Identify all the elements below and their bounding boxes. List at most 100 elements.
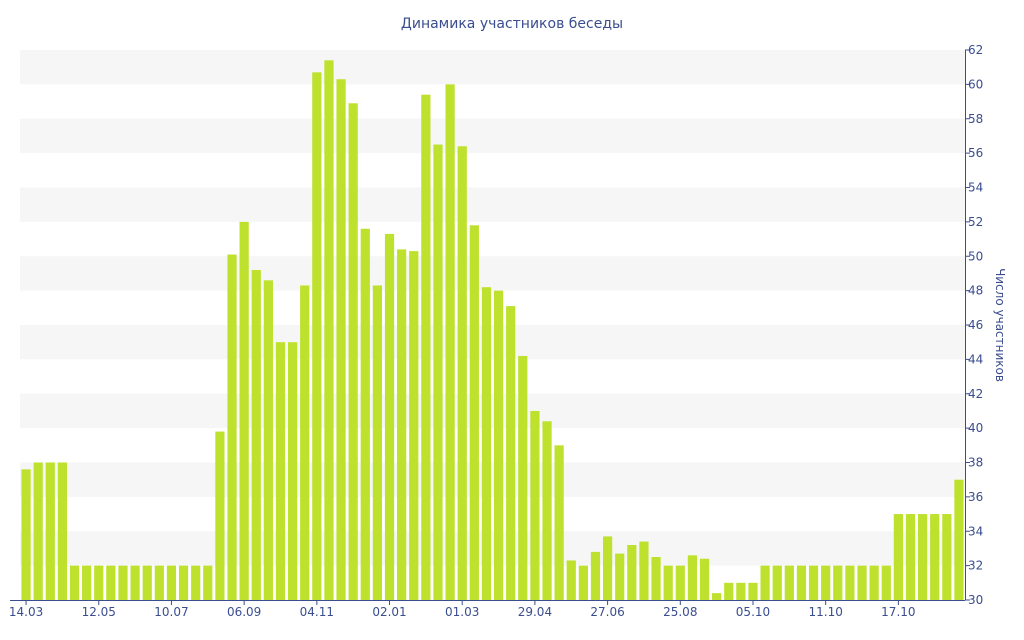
background-bands bbox=[20, 50, 965, 566]
bar bbox=[542, 421, 552, 600]
y-tick-label: 48 bbox=[968, 284, 983, 298]
x-tick-label: 27.06 bbox=[590, 605, 624, 619]
y-tick-label: 56 bbox=[968, 146, 983, 160]
bar bbox=[736, 582, 746, 600]
bar bbox=[336, 79, 346, 601]
bar bbox=[493, 290, 504, 601]
bar bbox=[627, 545, 637, 600]
bar bbox=[675, 565, 685, 601]
bar bbox=[905, 514, 916, 600]
bar bbox=[178, 565, 189, 601]
bar bbox=[82, 565, 92, 601]
grid-band bbox=[20, 462, 965, 497]
bar bbox=[263, 280, 273, 600]
y-tick-label: 54 bbox=[968, 181, 983, 195]
grid-band bbox=[20, 187, 965, 222]
bar bbox=[554, 445, 564, 600]
grid-band bbox=[20, 325, 965, 360]
bar bbox=[397, 249, 407, 601]
bar bbox=[566, 560, 576, 600]
x-tick-label: 04.11 bbox=[300, 605, 334, 619]
bar bbox=[45, 462, 55, 600]
bar bbox=[760, 565, 770, 601]
bar bbox=[518, 355, 528, 600]
bar bbox=[360, 228, 370, 600]
bar bbox=[857, 565, 867, 601]
bar bbox=[663, 565, 673, 601]
bar bbox=[421, 94, 431, 600]
x-tick-label: 06.09 bbox=[227, 605, 261, 619]
x-tick-label: 05.10 bbox=[736, 605, 770, 619]
bar bbox=[615, 553, 625, 600]
bar bbox=[227, 254, 237, 600]
bar bbox=[203, 565, 213, 601]
bar bbox=[869, 565, 879, 601]
bar bbox=[917, 514, 928, 600]
bar bbox=[312, 72, 322, 601]
bar bbox=[590, 551, 601, 601]
x-tick-label: 10.07 bbox=[154, 605, 188, 619]
bar bbox=[106, 565, 116, 601]
bar bbox=[651, 557, 661, 600]
y-tick-label: 36 bbox=[968, 490, 983, 504]
bar bbox=[324, 60, 334, 601]
bar bbox=[457, 146, 467, 600]
bar bbox=[821, 565, 831, 601]
bar bbox=[445, 84, 455, 601]
bar bbox=[602, 536, 613, 600]
bar bbox=[275, 342, 286, 600]
bar bbox=[118, 565, 128, 601]
y-tick-label: 62 bbox=[968, 43, 983, 57]
bar bbox=[239, 221, 249, 601]
bar bbox=[409, 251, 419, 600]
y-axis-label: Число участников bbox=[993, 268, 1007, 382]
x-tick-label: 11.10 bbox=[808, 605, 842, 619]
bar bbox=[942, 514, 952, 600]
bar bbox=[215, 431, 225, 600]
y-tick-label: 50 bbox=[968, 249, 983, 263]
bar bbox=[930, 514, 940, 600]
chart-title: Динамика участников беседы bbox=[401, 16, 623, 32]
bar bbox=[784, 565, 794, 601]
bar bbox=[954, 479, 964, 600]
bar bbox=[481, 287, 492, 600]
bar bbox=[469, 225, 479, 600]
bar bbox=[506, 306, 516, 600]
y-tick-label: 34 bbox=[968, 524, 983, 538]
bar bbox=[287, 342, 298, 600]
bar bbox=[724, 582, 734, 600]
bar bbox=[384, 233, 395, 600]
bars bbox=[21, 60, 964, 601]
bar bbox=[57, 462, 68, 600]
grid-band bbox=[20, 118, 965, 154]
bar bbox=[578, 565, 588, 601]
bar bbox=[130, 565, 140, 601]
bar bbox=[433, 144, 443, 600]
bar bbox=[687, 555, 698, 600]
y-tick-label: 42 bbox=[968, 387, 983, 401]
y-axis: 30 32 34 36 38 40 42 44 46 48 50 52 54 56 58 60 62 bbox=[965, 43, 983, 607]
bar bbox=[69, 565, 80, 601]
y-tick-label: 30 bbox=[968, 593, 983, 607]
bar bbox=[21, 469, 31, 601]
bar bbox=[808, 565, 819, 601]
bar bbox=[94, 565, 104, 601]
y-tick-label: 44 bbox=[968, 352, 983, 366]
bar bbox=[881, 565, 891, 601]
bar bbox=[833, 565, 843, 601]
y-tick-label: 38 bbox=[968, 456, 983, 470]
bar bbox=[796, 565, 807, 601]
bar bbox=[154, 565, 164, 601]
x-tick-label: 25.08 bbox=[663, 605, 697, 619]
bar bbox=[142, 565, 152, 601]
x-axis: 14.03 12.05 10.07 06.09 04.11 02.01 01.03 29.04… bbox=[9, 600, 965, 619]
bar bbox=[845, 565, 855, 601]
bar bbox=[530, 410, 540, 600]
bar bbox=[372, 285, 383, 600]
x-tick-label: 17.10 bbox=[881, 605, 915, 619]
bar bbox=[166, 565, 177, 601]
bar bbox=[191, 565, 201, 601]
bar bbox=[348, 103, 358, 600]
x-tick-label: 01.03 bbox=[445, 605, 479, 619]
bar bbox=[699, 558, 710, 600]
